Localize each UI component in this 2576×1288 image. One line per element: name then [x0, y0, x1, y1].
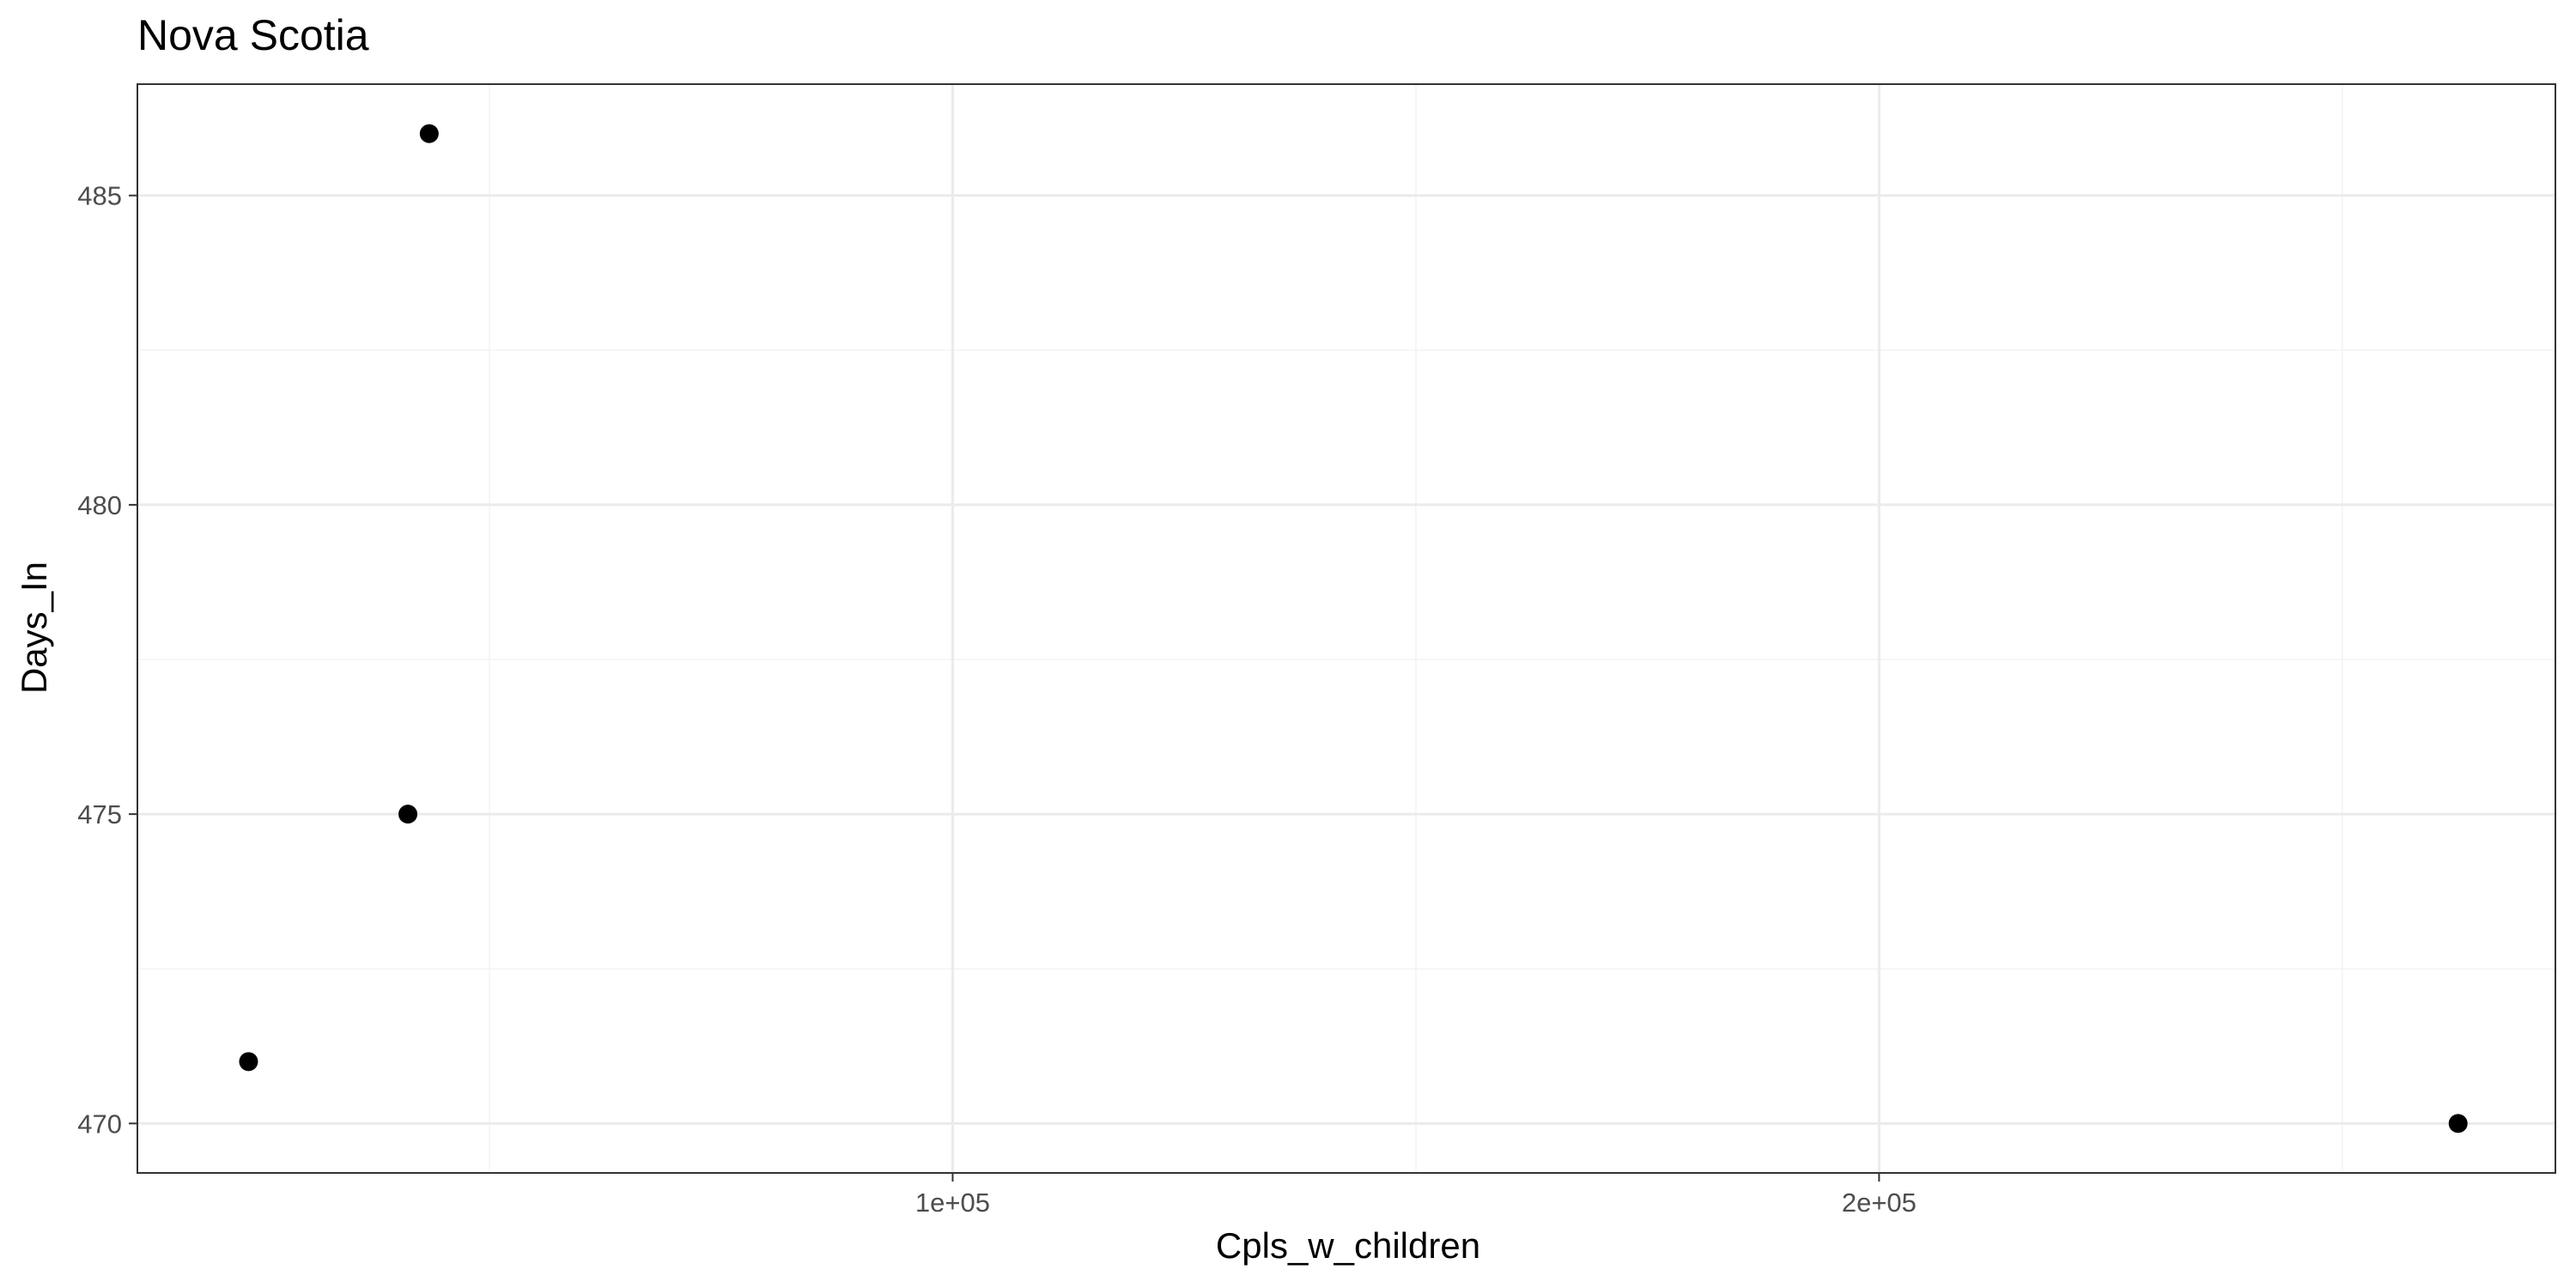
chart-title: Nova Scotia	[137, 11, 369, 59]
x-tick-label: 1e+05	[915, 1188, 990, 1218]
y-tick-label: 470	[77, 1109, 122, 1139]
y-axis-title: Days_In	[14, 562, 54, 694]
minor-gridlines	[137, 84, 2555, 1173]
x-axis-title: Cpls_w_children	[1216, 1225, 1480, 1266]
data-points	[239, 124, 2468, 1133]
data-point	[398, 805, 418, 824]
major-gridlines	[137, 84, 2555, 1173]
data-point	[419, 124, 439, 143]
y-tick-label: 485	[77, 181, 122, 211]
x-axis: 1e+05 2e+05	[915, 1173, 1917, 1218]
plot-panel-border	[137, 83, 2556, 1174]
x-tick-label: 2e+05	[1842, 1188, 1917, 1218]
y-tick-label: 480	[77, 490, 122, 520]
y-axis: 470 475 480 485	[77, 181, 137, 1139]
y-tick-label: 475	[77, 799, 122, 829]
data-point	[2448, 1114, 2468, 1133]
data-point	[239, 1052, 258, 1072]
